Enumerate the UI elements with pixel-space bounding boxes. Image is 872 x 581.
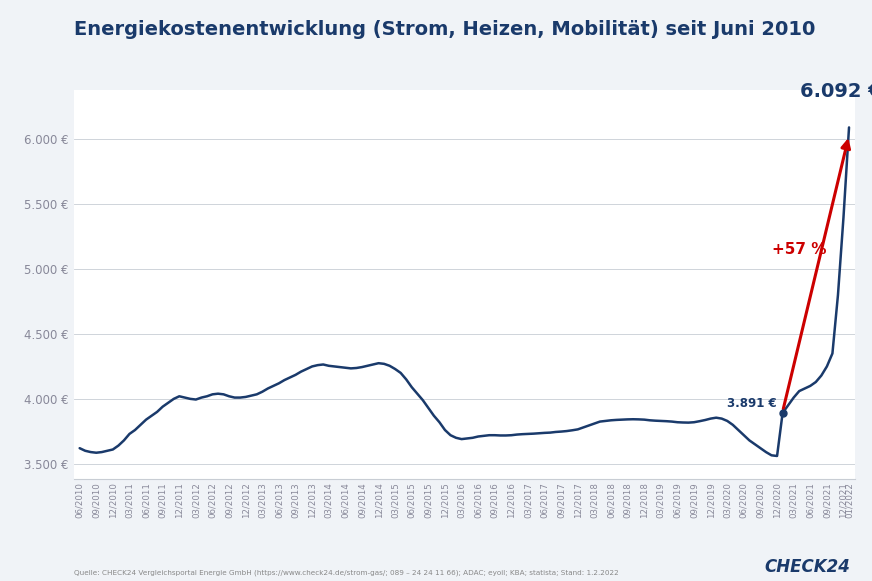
Text: 6.092 €: 6.092 €: [800, 83, 872, 102]
Text: +57 %: +57 %: [772, 242, 827, 257]
Text: 3.891 €: 3.891 €: [727, 397, 777, 410]
Text: Quelle: CHECK24 Vergleichsportal Energie GmbH (https://www.check24.de/strom-gas/: Quelle: CHECK24 Vergleichsportal Energie…: [74, 570, 619, 576]
Text: Energiekostenentwicklung (Strom, Heizen, Mobilität) seit Juni 2010: Energiekostenentwicklung (Strom, Heizen,…: [74, 20, 815, 40]
Text: CHECK24: CHECK24: [765, 558, 850, 576]
